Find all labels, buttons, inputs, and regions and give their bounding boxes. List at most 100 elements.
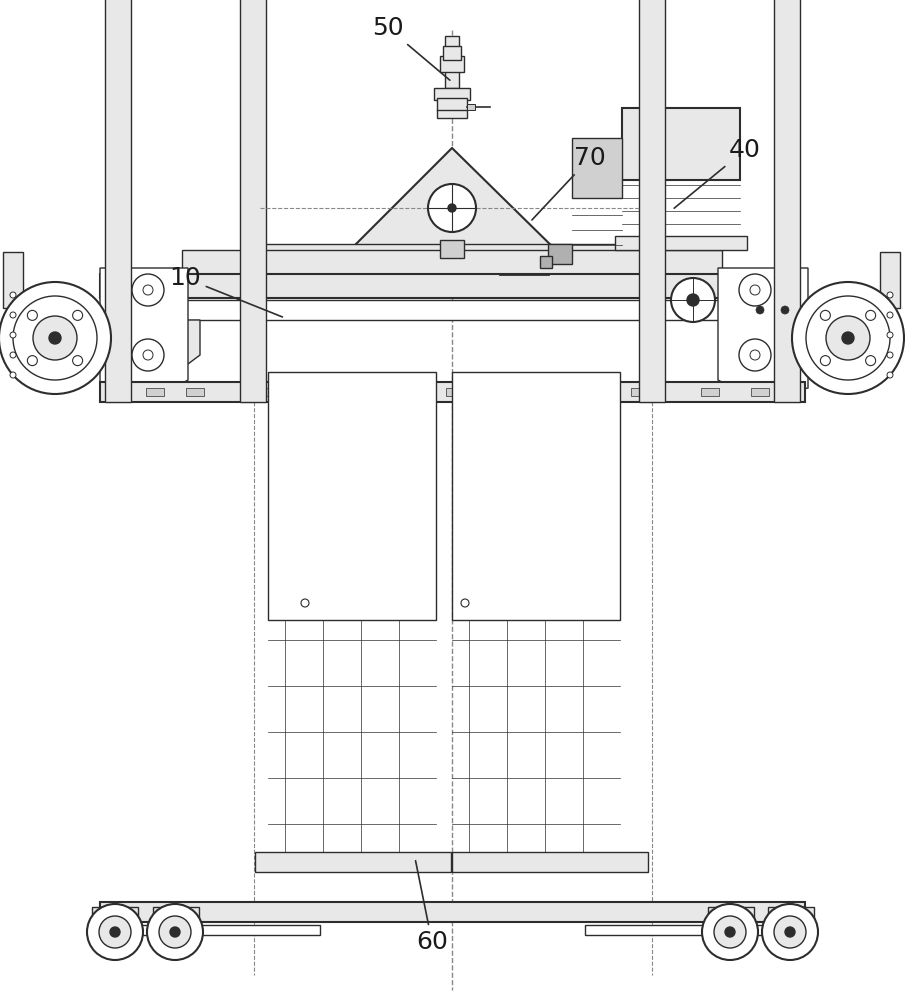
Text: 10: 10: [169, 266, 282, 317]
Circle shape: [27, 356, 37, 366]
Circle shape: [806, 296, 890, 380]
Circle shape: [10, 292, 16, 298]
Bar: [105, 0, 131, 402]
Circle shape: [170, 927, 180, 937]
Circle shape: [820, 356, 831, 366]
Circle shape: [826, 316, 870, 360]
Circle shape: [865, 356, 876, 366]
Bar: [240, 0, 266, 402]
Bar: [622, 108, 740, 180]
Circle shape: [10, 372, 16, 378]
Bar: [440, 56, 464, 72]
Bar: [701, 388, 719, 396]
Polygon shape: [100, 268, 188, 398]
Circle shape: [687, 294, 699, 306]
Circle shape: [13, 296, 97, 380]
Circle shape: [887, 332, 893, 338]
Bar: [100, 925, 320, 935]
Circle shape: [461, 599, 469, 607]
Bar: [100, 382, 805, 402]
Bar: [639, 0, 665, 402]
Bar: [307, 260, 317, 268]
Bar: [377, 260, 387, 268]
Bar: [540, 256, 552, 268]
Polygon shape: [118, 320, 200, 385]
Text: 60: 60: [415, 861, 448, 954]
Circle shape: [99, 916, 131, 948]
Bar: [293, 598, 317, 608]
Circle shape: [143, 350, 153, 360]
Bar: [146, 388, 164, 396]
Circle shape: [756, 306, 764, 314]
Bar: [256, 388, 274, 396]
Circle shape: [132, 274, 164, 306]
Bar: [329, 260, 339, 268]
Bar: [421, 260, 431, 268]
Bar: [399, 260, 409, 268]
Polygon shape: [722, 320, 805, 385]
Bar: [585, 925, 805, 935]
Circle shape: [143, 285, 153, 295]
Bar: [262, 244, 640, 260]
Bar: [182, 300, 722, 320]
Circle shape: [72, 356, 82, 366]
Circle shape: [739, 339, 771, 371]
Polygon shape: [718, 268, 808, 398]
Bar: [434, 88, 470, 100]
Circle shape: [0, 282, 111, 394]
Circle shape: [739, 274, 771, 306]
Bar: [446, 388, 464, 396]
Circle shape: [750, 285, 760, 295]
Text: 40: 40: [674, 138, 761, 208]
Circle shape: [887, 372, 893, 378]
Bar: [708, 907, 754, 921]
Bar: [443, 46, 461, 60]
Circle shape: [714, 916, 746, 948]
Bar: [533, 260, 543, 268]
Circle shape: [820, 310, 831, 320]
Bar: [440, 240, 464, 258]
Bar: [452, 372, 620, 620]
Bar: [489, 260, 499, 268]
Bar: [467, 104, 475, 110]
Circle shape: [448, 204, 456, 212]
Circle shape: [781, 306, 789, 314]
Bar: [445, 36, 459, 88]
Bar: [511, 260, 521, 268]
Circle shape: [132, 339, 164, 371]
Circle shape: [10, 312, 16, 318]
Bar: [437, 98, 467, 118]
Bar: [572, 138, 622, 198]
Circle shape: [87, 904, 143, 960]
Circle shape: [147, 904, 203, 960]
Bar: [751, 388, 769, 396]
Bar: [3, 252, 23, 308]
Bar: [453, 598, 477, 608]
Bar: [92, 907, 138, 921]
Circle shape: [842, 332, 854, 344]
Circle shape: [725, 927, 735, 937]
Bar: [331, 388, 349, 396]
Circle shape: [671, 278, 715, 322]
Circle shape: [27, 310, 37, 320]
Bar: [100, 902, 805, 922]
Bar: [443, 260, 453, 268]
Circle shape: [702, 904, 758, 960]
Bar: [100, 274, 805, 298]
Bar: [452, 852, 648, 872]
Circle shape: [774, 916, 806, 948]
Bar: [268, 372, 436, 620]
Bar: [386, 388, 404, 396]
Bar: [467, 260, 477, 268]
Bar: [153, 907, 199, 921]
Bar: [182, 250, 722, 278]
Bar: [774, 0, 800, 402]
Circle shape: [10, 352, 16, 358]
Circle shape: [33, 316, 77, 360]
Circle shape: [887, 292, 893, 298]
Polygon shape: [342, 148, 564, 258]
Circle shape: [792, 282, 904, 394]
Bar: [615, 236, 747, 250]
Text: 50: 50: [372, 16, 450, 80]
Bar: [768, 907, 814, 921]
